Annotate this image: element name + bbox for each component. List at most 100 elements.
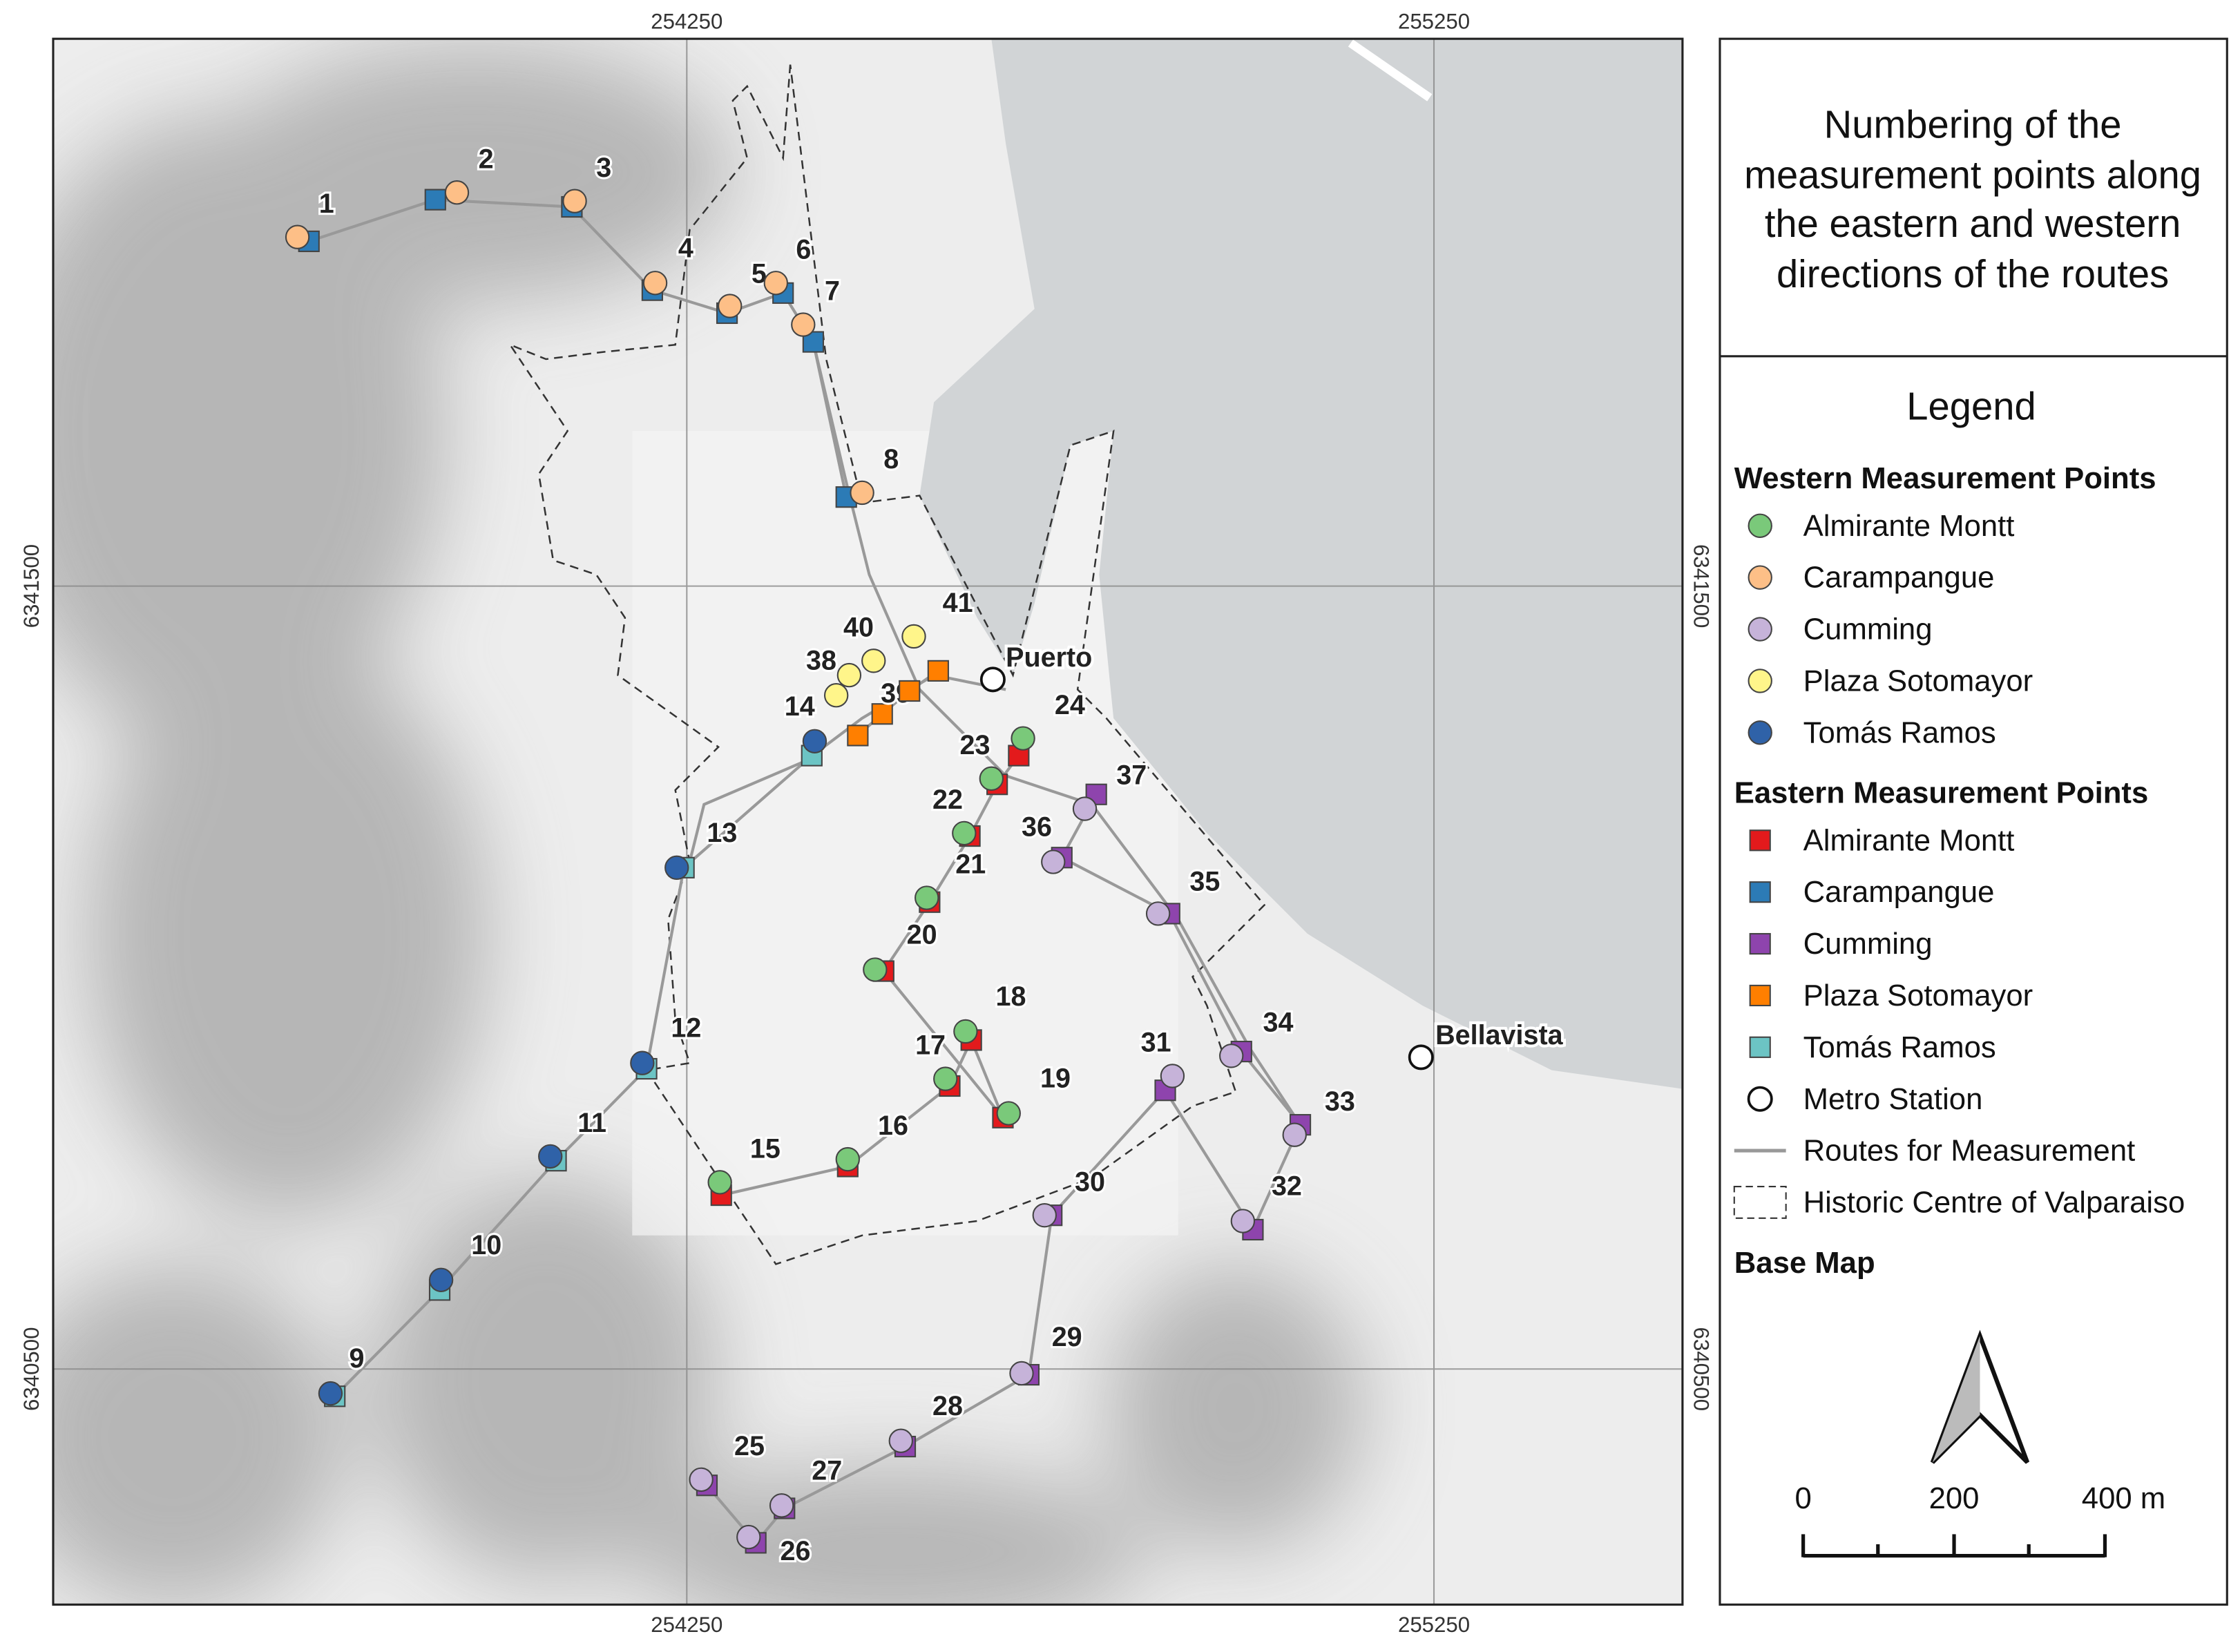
legend-section: Western Measurement Points [1734, 461, 2156, 495]
point-label: 32 [1272, 1171, 1302, 1202]
west-point [888, 1428, 913, 1453]
legend-section: Base Map [1734, 1246, 1875, 1280]
point-label: 20 [907, 920, 937, 950]
west-point [538, 1144, 563, 1169]
point-label: 17 [915, 1030, 946, 1061]
metro-station [979, 666, 1006, 693]
west-point [1041, 849, 1066, 874]
west-point [952, 820, 977, 846]
west-point [836, 662, 862, 688]
west-point [318, 1381, 343, 1406]
grid-label: 6340500 [1689, 1327, 1714, 1411]
east-point [927, 660, 949, 682]
point-label: 10 [471, 1230, 501, 1260]
point-label: 34 [1263, 1007, 1293, 1037]
point-label: 30 [1075, 1166, 1105, 1197]
legend-symbol [1748, 565, 1772, 590]
point-label: 21 [955, 849, 986, 880]
west-point [823, 683, 849, 708]
legend-label: Metro Station [1803, 1082, 1983, 1116]
point-label: 13 [707, 818, 737, 848]
west-point [444, 180, 470, 205]
east-point [871, 703, 893, 725]
point-label: 36 [1022, 812, 1052, 843]
point-label: 41 [943, 588, 973, 618]
legend-label: Tomás Ramos [1803, 1030, 1996, 1064]
west-point [707, 1170, 732, 1195]
west-point [664, 855, 689, 880]
north-arrow [1930, 1329, 2030, 1464]
grid-label: 6340500 [19, 1327, 44, 1411]
west-point [863, 957, 888, 982]
west-point [1011, 726, 1035, 751]
legend-symbol [1749, 881, 1771, 903]
west-point [763, 271, 788, 296]
west-point [769, 1493, 794, 1518]
station-label: Puerto [1006, 642, 1092, 673]
west-point [1072, 796, 1098, 821]
east-point [424, 189, 446, 211]
point-label: 26 [781, 1536, 811, 1566]
grid-label: 255250 [1398, 10, 1470, 34]
point-label: 25 [734, 1431, 765, 1461]
west-point [689, 1467, 714, 1492]
point-label: 9 [349, 1343, 364, 1374]
point-label: 19 [1040, 1064, 1071, 1094]
point-label: 40 [843, 612, 874, 642]
east-point [1008, 745, 1030, 767]
west-point [802, 729, 827, 753]
point-label: 37 [1116, 760, 1147, 791]
legend-label: Almirante Montt [1803, 823, 2015, 857]
west-point [562, 189, 587, 213]
point-label: 3 [596, 153, 611, 183]
point-label: 35 [1189, 867, 1220, 897]
west-point [933, 1066, 958, 1091]
west-point [718, 294, 743, 318]
legend-symbol [1748, 720, 1772, 745]
west-point [861, 649, 886, 673]
legend-label: Cumming [1803, 927, 1933, 961]
point-label: 14 [785, 691, 815, 722]
point-label: 2 [479, 144, 494, 174]
point-label: 33 [1325, 1086, 1355, 1117]
point-label: 15 [750, 1133, 781, 1164]
legend-label: Cumming [1803, 613, 1933, 646]
west-point [901, 624, 926, 649]
point-label: 7 [825, 276, 840, 307]
point-label: 6 [796, 234, 811, 265]
scale-label: 0 [1794, 1481, 1811, 1515]
point-label: 1 [319, 189, 334, 219]
west-point [1160, 1064, 1185, 1088]
grid-label: 255250 [1398, 1613, 1470, 1637]
legend-label: Historic Centre of Valparaiso [1803, 1186, 2185, 1220]
legend-label: Almirante Montt [1803, 509, 2015, 543]
route-line [334, 754, 813, 1398]
west-point [1230, 1209, 1256, 1233]
grid-label: 6341500 [1689, 544, 1714, 628]
legend-label: Plaza Sotomayor [1803, 664, 2033, 698]
west-point [953, 1019, 978, 1044]
base-map: 12 34567891011121314151617181920212223242… [52, 39, 1683, 1605]
point-label: 28 [932, 1391, 963, 1421]
point-label: 12 [671, 1013, 701, 1044]
legend-panel: Numbering of the measurement points alon… [1719, 37, 2228, 1606]
point-label: 16 [878, 1111, 908, 1141]
legend-section: Eastern Measurement Points [1734, 776, 2148, 810]
title-line: the eastern and western [1765, 202, 2181, 245]
grid-label: 6341500 [19, 544, 44, 628]
grid-labels: 254250 255250 254250 255250 6341500 6340… [19, 10, 1713, 1637]
point-label: 18 [996, 981, 1026, 1012]
grid-label: 254250 [651, 10, 722, 34]
west-point [1145, 901, 1171, 926]
point-label: 24 [1055, 690, 1085, 720]
east-point [899, 680, 921, 702]
legend-symbol [1749, 1036, 1771, 1058]
point-label: 29 [1052, 1322, 1082, 1352]
west-point [1032, 1203, 1057, 1228]
legend-label: Routes for Measurement [1803, 1134, 2136, 1168]
route-line [720, 754, 1020, 1197]
grid-label: 254250 [651, 1613, 722, 1637]
legend-label: Plaza Sotomayor [1803, 979, 2033, 1012]
legend-label: Carampangue [1803, 561, 1995, 595]
point-label: 31 [1141, 1028, 1171, 1058]
